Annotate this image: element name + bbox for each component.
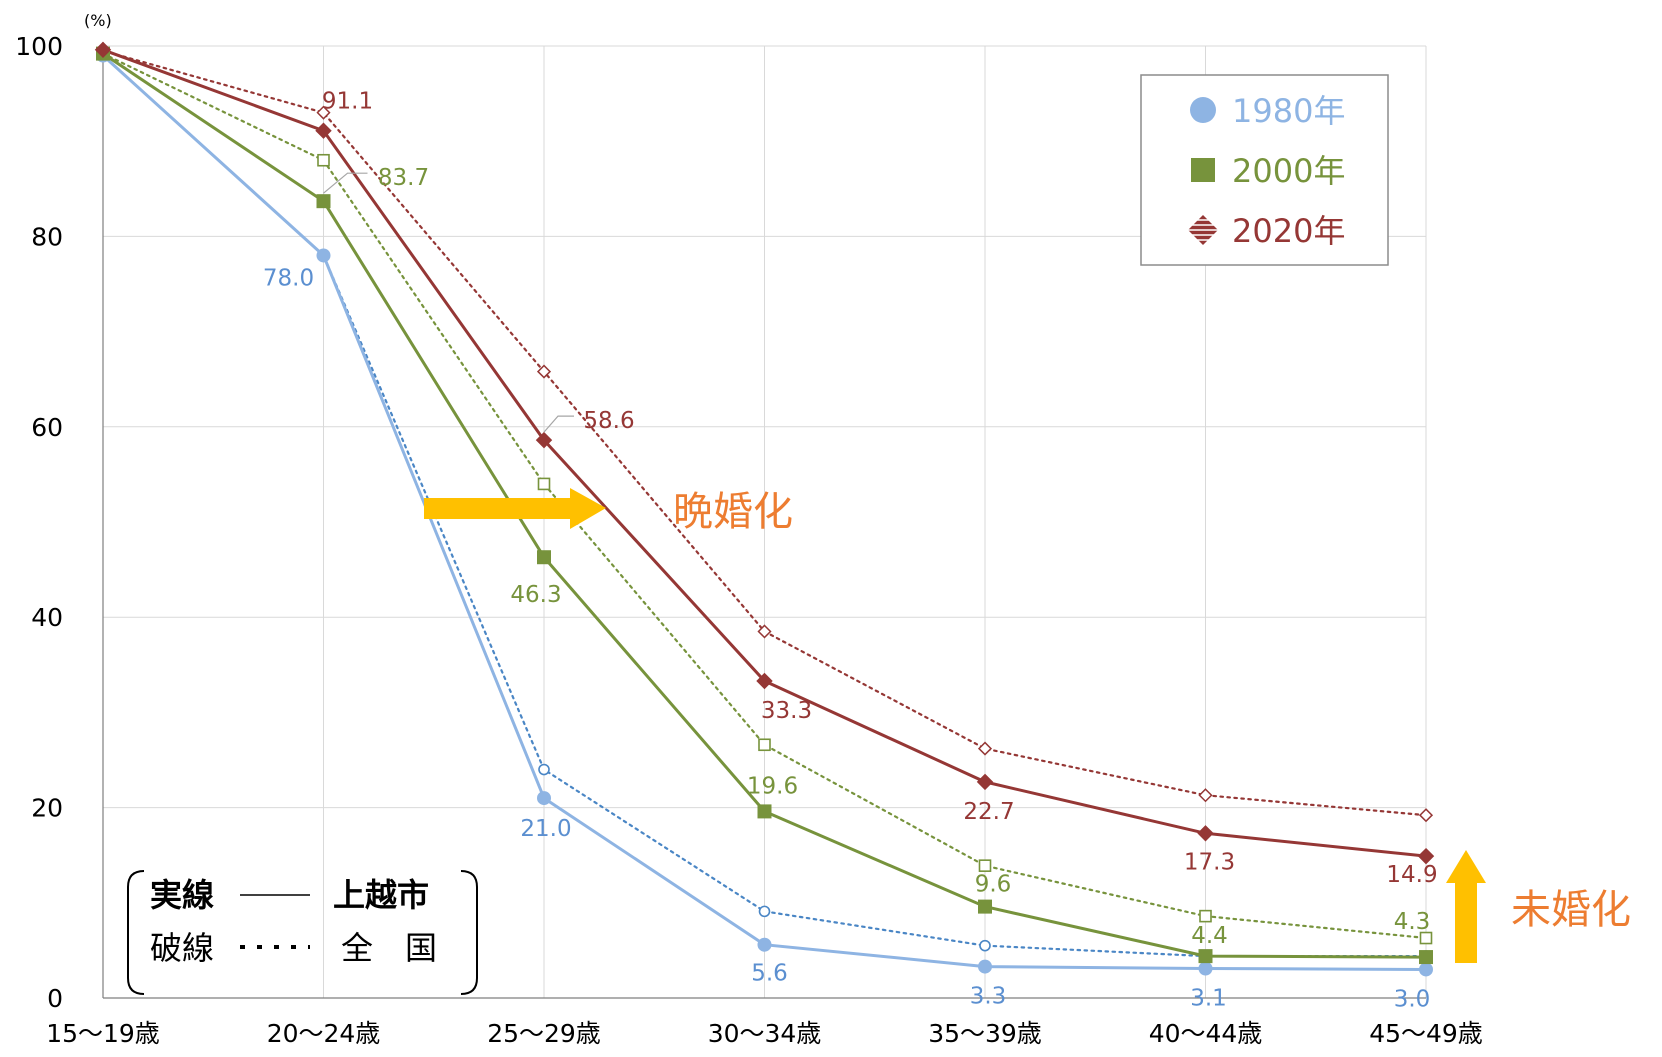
arrow-up-shaft <box>1455 882 1477 963</box>
marker-diamond <box>1197 825 1214 842</box>
annotation-unmarried: 未婚化 <box>1511 887 1631 933</box>
label-leader-lines <box>323 172 574 433</box>
axes <box>102 42 1426 999</box>
legend-label: 2000年 <box>1232 152 1345 190</box>
x-tick-label: 40～44歳 <box>1149 1019 1263 1048</box>
data-label: 33.3 <box>761 698 812 724</box>
marker-circle <box>1419 962 1433 977</box>
marker-circle <box>757 937 772 952</box>
marker-square <box>978 859 992 872</box>
leader-line <box>543 415 574 433</box>
data-label: 4.3 <box>1394 909 1431 935</box>
key-bracket-left <box>127 870 145 995</box>
data-label: 14.9 <box>1386 862 1437 888</box>
data-labels: 78.0 21.0 5.6 3.3 3.1 3.0 83.7 46.3 19.6 9.6 4.4 4.… <box>263 89 1438 1013</box>
data-label: 58.6 <box>583 408 634 434</box>
marker-diamond <box>977 741 993 756</box>
marker-circle <box>537 791 551 806</box>
marker-diamond <box>94 41 112 59</box>
x-tick-label: 30～34歳 <box>708 1019 822 1048</box>
data-label: 19.6 <box>747 773 798 799</box>
data-label: 21.0 <box>520 816 571 842</box>
data-label: 4.4 <box>1191 923 1228 949</box>
key-solid-meaning: 上越市 <box>333 876 429 914</box>
y-tick-label: 20 <box>31 794 63 823</box>
marker-diamond <box>1198 788 1213 803</box>
marker-circle <box>538 763 550 776</box>
data-label: 17.3 <box>1184 849 1235 875</box>
data-label: 5.6 <box>751 961 788 987</box>
marker-square <box>978 899 992 914</box>
marker-diamond <box>756 672 773 690</box>
y-tick-label: 80 <box>31 222 63 251</box>
marker-square <box>1419 931 1433 945</box>
arrow-up-head <box>1446 850 1486 883</box>
marker-diamond <box>1418 808 1434 823</box>
data-label: 46.3 <box>510 582 561 608</box>
legend: 1980年 2000年 2020年 <box>1140 74 1389 266</box>
marker-diamond <box>976 773 994 791</box>
marker-square <box>537 550 551 565</box>
data-label: 3.1 <box>1190 985 1227 1011</box>
marker-diamond <box>535 431 553 449</box>
annotation-late-marriage: 晩婚化 <box>673 489 793 535</box>
data-label: 9.6 <box>975 872 1012 898</box>
x-tick-label: 45～49歳 <box>1369 1019 1483 1048</box>
marker-square <box>757 804 772 819</box>
legend-label: 1980年 <box>1232 92 1345 130</box>
tick-labels: 0 20 40 60 80 100 15～19歳 20～24歳 25～29歳 30～34歳 35～3… <box>15 32 1483 1048</box>
y-tick-label: 0 <box>47 984 63 1013</box>
marker-square <box>537 477 551 491</box>
y-tick-label: 100 <box>15 32 63 61</box>
key-solid-label: 実線 <box>150 876 214 914</box>
marker-diamond <box>536 364 552 379</box>
data-label: 3.3 <box>970 984 1007 1010</box>
data-label: 83.7 <box>378 165 429 191</box>
marker-square <box>1199 909 1212 923</box>
data-label: 91.1 <box>322 89 373 115</box>
legend-marker-square <box>1191 158 1215 182</box>
marker-circle <box>1198 961 1213 976</box>
marker-circle <box>758 905 771 918</box>
marker-circle <box>978 959 992 974</box>
marker-diamond <box>1417 847 1435 865</box>
key-dotted-meaning: 全 国 <box>341 929 437 967</box>
key-dotted-label: 破線 <box>150 929 214 967</box>
marker-circle <box>316 248 331 263</box>
y-unit-label: (%) <box>84 11 112 30</box>
marker-square <box>1198 949 1213 964</box>
data-label: 3.0 <box>1394 986 1431 1012</box>
legend-marker-circle <box>1190 97 1216 123</box>
marker-diamond <box>315 122 332 139</box>
x-tick-label: 15～19歳 <box>46 1019 160 1048</box>
marker-square <box>317 153 330 167</box>
arrow-right-head <box>570 488 606 529</box>
legend-label: 2020年 <box>1232 212 1345 250</box>
data-label: 22.7 <box>963 799 1014 825</box>
data-label: 78.0 <box>263 265 314 291</box>
marker-square <box>758 738 771 752</box>
x-tick-label: 25～29歳 <box>487 1019 601 1048</box>
arrow-right-shaft <box>424 498 574 519</box>
marker-diamond <box>316 105 331 120</box>
x-tick-label: 35～39歳 <box>928 1019 1042 1048</box>
leader-line <box>323 172 368 194</box>
x-tick-label: 20～24歳 <box>267 1019 381 1048</box>
marker-circle <box>979 939 991 952</box>
marker-square <box>316 194 331 209</box>
marker-square <box>1419 950 1433 965</box>
marker-diamond <box>757 624 772 639</box>
legend-box <box>1140 74 1389 266</box>
y-tick-label: 40 <box>31 603 63 632</box>
key-bracket-right <box>460 870 478 995</box>
y-tick-label: 60 <box>31 413 63 442</box>
series-markers <box>94 41 1435 977</box>
